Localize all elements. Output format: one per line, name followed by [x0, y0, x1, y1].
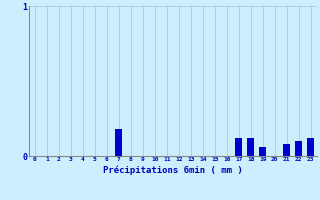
- Bar: [307, 138, 314, 156]
- Bar: [247, 138, 254, 156]
- Bar: [295, 141, 302, 156]
- Bar: [259, 147, 266, 156]
- Bar: [115, 129, 123, 156]
- Bar: [235, 138, 243, 156]
- Bar: [283, 144, 291, 156]
- X-axis label: Précipitations 6min ( mm ): Précipitations 6min ( mm ): [103, 165, 243, 175]
